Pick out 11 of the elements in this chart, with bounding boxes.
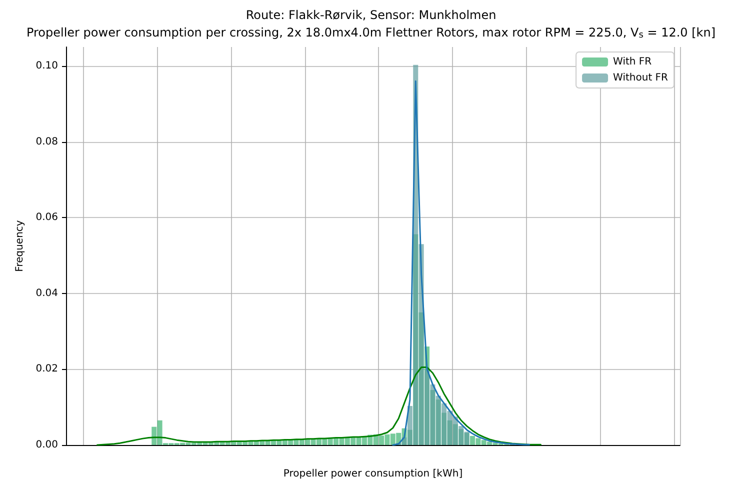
chart-title: Route: Flakk-Rørvik, Sensor: Munkholmen [246, 8, 496, 22]
y-tick-label: 0.06 [36, 212, 58, 224]
y-tick-label: 0.00 [36, 440, 58, 450]
y-tick-label: 0.10 [36, 60, 58, 72]
legend-label: Without FR [613, 72, 668, 84]
x-axis-title: Propeller power consumption [kWh] [283, 468, 463, 480]
y-axis-title: Frequency [14, 220, 26, 272]
y-tick-label: 0.04 [36, 288, 58, 299]
y-tick-label: 0.02 [36, 364, 58, 375]
legend-label: With FR [613, 56, 652, 68]
y-tick-label: 0.08 [36, 136, 58, 148]
